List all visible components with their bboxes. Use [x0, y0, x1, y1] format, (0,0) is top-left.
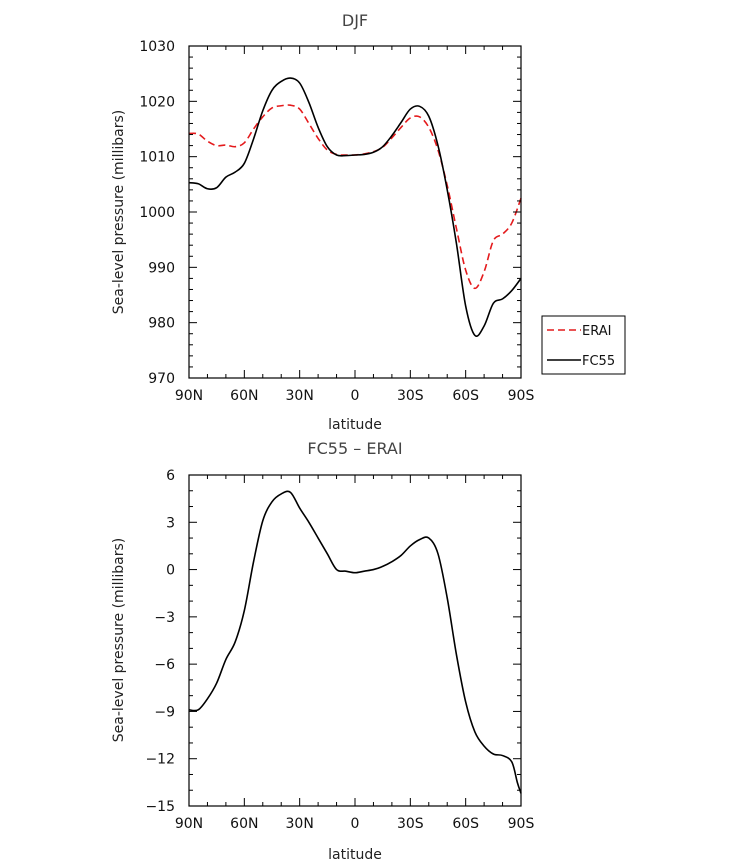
top-x-tick-label: 0	[351, 388, 360, 404]
top-y-tick-label: 980	[148, 316, 175, 332]
top-x-tick-label: 90S	[508, 388, 535, 404]
top-y-tick-label: 1030	[139, 39, 175, 55]
top-x-ticks: 90N 60N 30N 0 30S 60S 90S	[175, 46, 535, 404]
bottom-y-tick-label: −3	[154, 610, 175, 626]
bottom-chart-title: FC55 – ERAI	[307, 439, 402, 458]
top-y-tick-label: 1000	[139, 205, 175, 221]
top-x-tick-label: 60N	[230, 388, 258, 404]
legend-label-erai: ERAI	[582, 324, 611, 339]
bottom-y-tick-label: 6	[166, 468, 175, 484]
top-series-group	[188, 77, 522, 337]
top-y-tick-label: 990	[148, 260, 175, 276]
top-panel: DJF 90N 60N 30N 0 30S 60S 90S 970 980 990 1000 101…	[111, 11, 626, 433]
top-chart-title: DJF	[342, 11, 368, 30]
bottom-y-tick-label: 0	[166, 563, 175, 579]
top-x-tick-label: 90N	[175, 388, 203, 404]
bottom-x-tick-label: 90S	[508, 816, 535, 832]
top-x-tick-label: 30N	[286, 388, 314, 404]
bottom-x-tick-label: 90N	[175, 816, 203, 832]
bottom-x-tick-label: 30S	[397, 816, 424, 832]
bottom-x-tick-label: 0	[351, 816, 360, 832]
top-x-axis-label: latitude	[328, 417, 382, 433]
bottom-x-axis-label: latitude	[328, 847, 382, 863]
bottom-y-tick-label: −6	[154, 657, 175, 673]
bottom-plot-frame	[188, 474, 522, 807]
bottom-series-line-difference	[188, 490, 522, 794]
bottom-x-tick-label: 30N	[286, 816, 314, 832]
legend-label-fc55: FC55	[582, 354, 615, 369]
top-series-line-erai	[188, 104, 522, 290]
top-y-axis-label: Sea-level pressure (millibars)	[111, 110, 127, 314]
top-series-line-fc55	[188, 77, 522, 337]
bottom-y-axis-label: Sea-level pressure (millibars)	[111, 538, 127, 742]
bottom-y-tick-label: −9	[154, 704, 175, 720]
legend: ERAI FC55	[541, 315, 626, 375]
top-x-tick-label: 60S	[452, 388, 479, 404]
top-y-ticks: 970 980 990 1000 1010 1020 1030	[139, 39, 521, 387]
bottom-y-tick-label: 3	[166, 515, 175, 531]
bottom-y-ticks: 6 3 0 −3 −6 −9 −12 −15	[145, 468, 521, 815]
bottom-y-tick-label: −15	[145, 799, 175, 815]
top-x-tick-label: 30S	[397, 388, 424, 404]
bottom-x-tick-label: 60S	[452, 816, 479, 832]
top-y-tick-label: 1020	[139, 94, 175, 110]
bottom-x-ticks: 90N 60N 30N 0 30S 60S 90S	[175, 475, 535, 832]
legend-box	[541, 315, 626, 375]
bottom-y-tick-label: −12	[145, 752, 175, 768]
bottom-panel: FC55 – ERAI 90N 60N 30N 0 30S 60S 90S 6 3 0 −3 −6 −…	[111, 439, 534, 863]
top-y-tick-label: 1010	[139, 150, 175, 166]
bottom-series-group	[188, 490, 522, 794]
top-y-tick-label: 970	[148, 371, 175, 387]
bottom-x-tick-label: 60N	[230, 816, 258, 832]
